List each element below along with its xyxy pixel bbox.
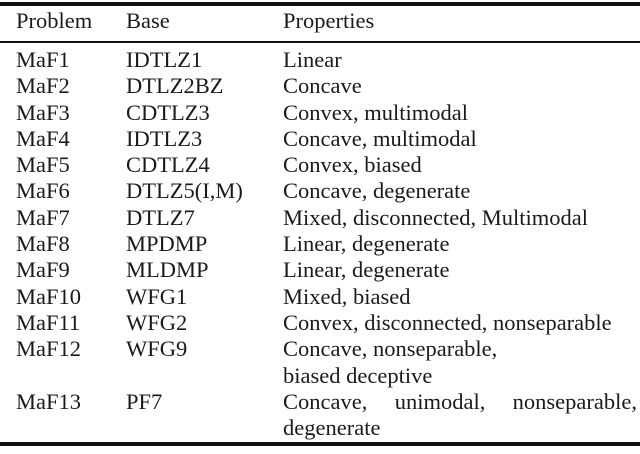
properties-cell: Concave, multimodal xyxy=(283,125,477,151)
base-cell: DTLZ5(I,M) xyxy=(126,178,243,204)
properties-cell: Mixed, disconnected, Multimodal xyxy=(283,204,588,230)
table-row: MaF7 DTLZ7 Mixed, disconnected, Multimod… xyxy=(0,205,637,231)
table-row: MaF2 DTLZ2BZ Concave xyxy=(0,73,637,99)
base-cell: WFG1 xyxy=(126,283,188,309)
base-cell: MPDMP xyxy=(126,231,208,257)
table-top-rule xyxy=(0,2,640,6)
properties-cell: Mixed, biased xyxy=(283,283,411,309)
problem-cell: MaF9 xyxy=(16,257,70,283)
properties-cell: Linear xyxy=(283,47,342,72)
properties-cell: Concave, nonseparable, biased deceptive xyxy=(283,336,498,388)
problem-cell: MaF6 xyxy=(16,178,70,204)
table-row: MaF8 MPDMP Linear, degenerate xyxy=(0,231,637,257)
table-row: MaF9 MLDMP Linear, degenerate xyxy=(0,257,637,283)
table-header-row: Problem Base Properties xyxy=(0,8,637,34)
column-header-properties: Properties xyxy=(283,7,375,33)
base-cell: WFG9 xyxy=(126,336,188,362)
properties-cell: Concave, unimodal, nonseparable, degener… xyxy=(283,388,637,441)
problem-cell: MaF3 xyxy=(16,99,70,125)
table-row: MaF6 DTLZ5(I,M) Concave, degenerate xyxy=(0,178,637,204)
properties-cell: Convex, disconnected, nonseparable xyxy=(283,309,612,335)
base-cell: MLDMP xyxy=(126,257,209,283)
problem-cell: MaF12 xyxy=(16,336,82,362)
base-cell: PF7 xyxy=(126,388,163,414)
base-cell: DTLZ2BZ xyxy=(126,73,224,99)
table-row: MaF13 PF7 Concave, unimodal, nonseparabl… xyxy=(0,389,637,442)
problem-cell: MaF11 xyxy=(16,309,81,335)
table-row: MaF10 WFG1 Mixed, biased xyxy=(0,284,637,310)
table-row: MaF3 CDTLZ3 Convex, multimodal xyxy=(0,100,637,126)
problem-cell: MaF7 xyxy=(16,204,70,230)
properties-cell: Linear, degenerate xyxy=(283,257,450,283)
problem-cell: MaF4 xyxy=(16,125,70,151)
table-bottom-rule xyxy=(0,442,640,446)
base-cell: CDTLZ3 xyxy=(126,99,210,125)
table-mid-rule xyxy=(0,40,640,44)
base-cell: IDTLZ3 xyxy=(126,125,203,151)
table-row: MaF5 CDTLZ4 Convex, biased xyxy=(0,152,637,178)
base-cell: DTLZ7 xyxy=(126,204,195,230)
properties-cell: Convex, multimodal xyxy=(283,99,468,125)
base-cell: WFG2 xyxy=(126,309,188,335)
properties-cell: Concave, degenerate xyxy=(283,178,471,204)
table-row: MaF4 IDTLZ3 Concave, multimodal xyxy=(0,126,637,152)
properties-cell: Convex, biased xyxy=(283,152,422,178)
problem-cell: MaF1 xyxy=(16,47,70,72)
base-cell: CDTLZ4 xyxy=(126,152,210,178)
table-row: MaF1 IDTLZ1 Linear xyxy=(0,47,637,73)
column-header-base: Base xyxy=(126,7,170,33)
problem-cell: MaF10 xyxy=(16,283,82,309)
problem-cell: MaF2 xyxy=(16,73,70,99)
properties-cell: Linear, degenerate xyxy=(283,231,450,257)
problem-cell: MaF5 xyxy=(16,152,70,178)
base-cell: IDTLZ1 xyxy=(126,47,203,72)
properties-cell: Concave xyxy=(283,73,362,99)
problem-cell: MaF13 xyxy=(16,388,82,414)
table-row: MaF12 WFG9 Concave, nonseparable, biased … xyxy=(0,336,637,389)
table-body: MaF1 IDTLZ1 Linear MaF2 DTLZ2BZ Concave … xyxy=(0,47,640,441)
table-row: MaF11 WFG2 Convex, disconnected, nonsepa… xyxy=(0,310,637,336)
column-header-problem: Problem xyxy=(16,7,93,33)
problem-cell: MaF8 xyxy=(16,231,70,257)
